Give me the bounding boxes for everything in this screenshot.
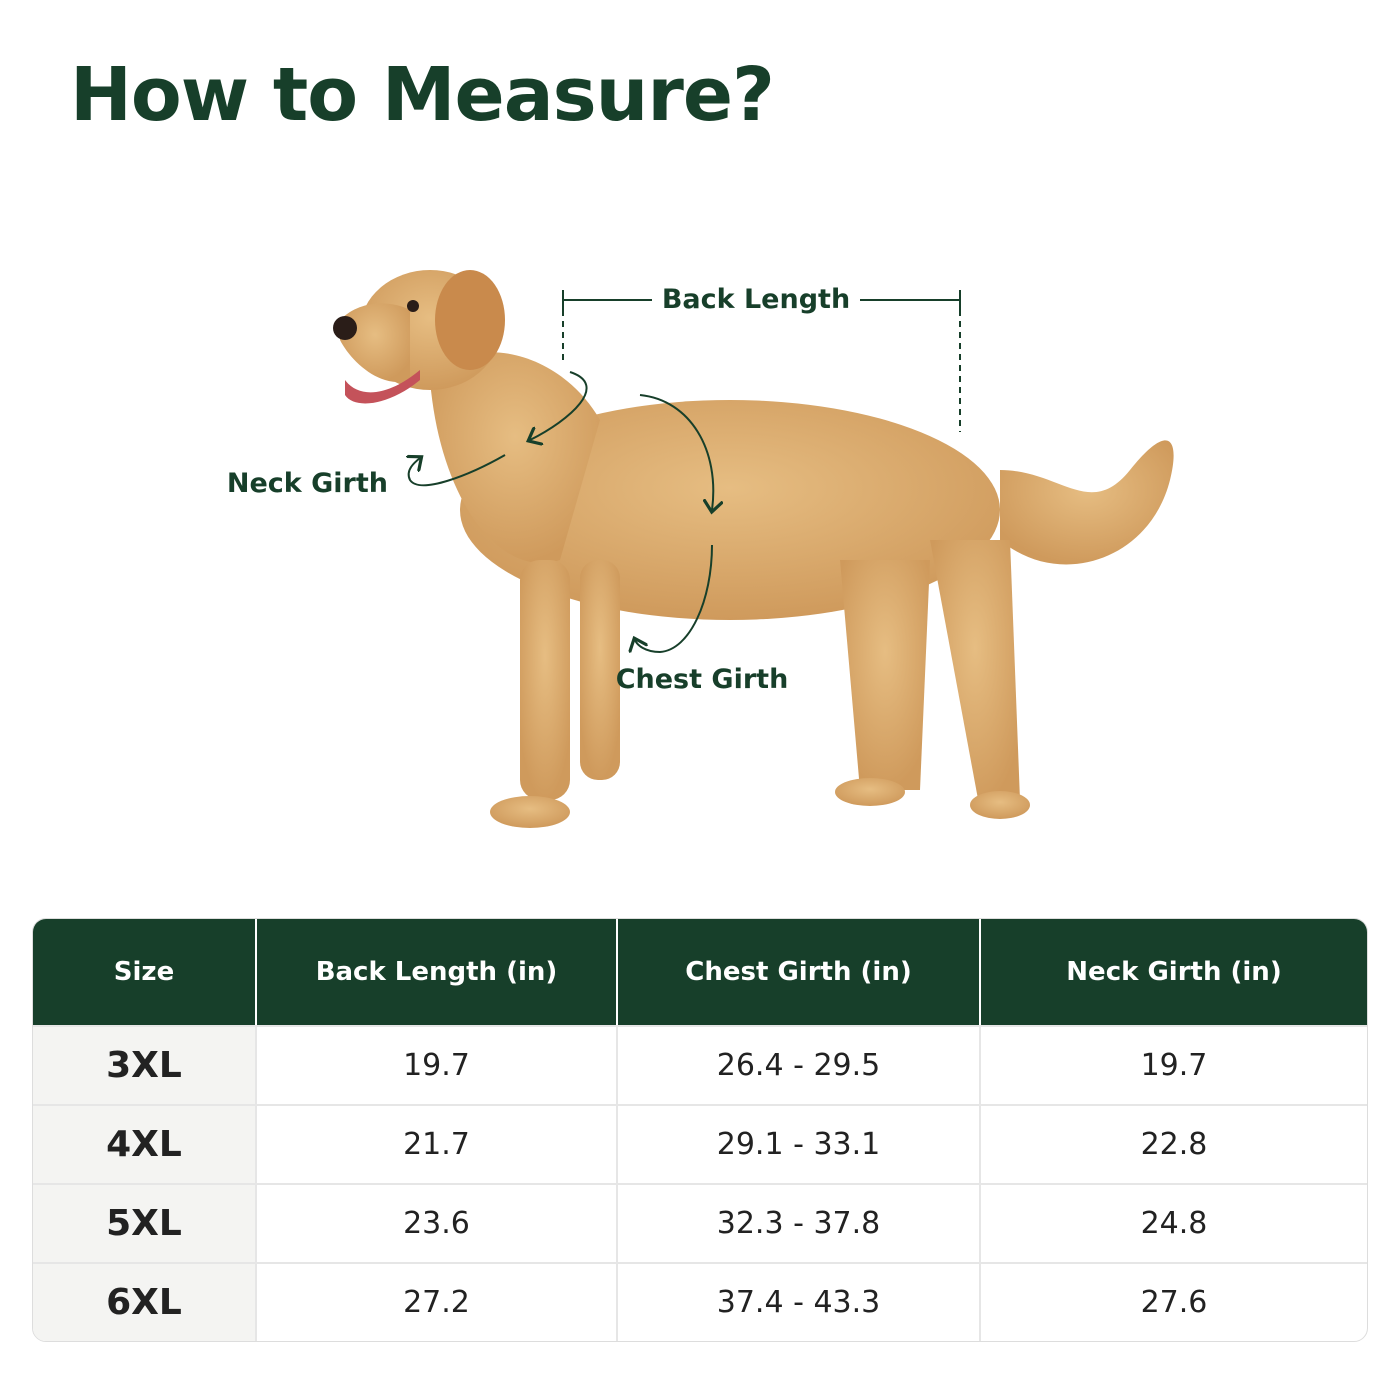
size-cell: 4XL <box>33 1104 257 1183</box>
measure-cell: 37.4 - 43.3 <box>618 1262 981 1341</box>
measure-lines <box>409 290 961 652</box>
table-row: 4XL 21.7 29.1 - 33.1 22.8 <box>33 1104 1367 1183</box>
measure-cell: 21.7 <box>257 1104 618 1183</box>
header-row: Size Back Length (in) Chest Girth (in) Neck… <box>33 919 1367 1025</box>
column-header: Back Length (in) <box>257 919 618 1025</box>
measure-cell: 27.2 <box>257 1262 618 1341</box>
measure-cell: 26.4 - 29.5 <box>618 1025 981 1104</box>
size-cell: 6XL <box>33 1262 257 1341</box>
column-header: Size <box>33 919 257 1025</box>
measure-cell: 27.6 <box>981 1262 1367 1341</box>
table-row: 5XL 23.6 32.3 - 37.8 24.8 <box>33 1183 1367 1262</box>
column-header: Neck Girth (in) <box>981 919 1367 1025</box>
back-length-label: Back Length <box>662 284 850 315</box>
dog-diagram: Back Length Neck Girth Chest Girth <box>227 270 1174 828</box>
measure-cell: 32.3 - 37.8 <box>618 1183 981 1262</box>
table-row: 3XL 19.7 26.4 - 29.5 19.7 <box>33 1025 1367 1104</box>
measure-cell: 29.1 - 33.1 <box>618 1104 981 1183</box>
measure-cell: 19.7 <box>981 1025 1367 1104</box>
measure-cell: 23.6 <box>257 1183 618 1262</box>
size-table: Size Back Length (in) Chest Girth (in) Neck… <box>32 918 1368 1342</box>
dog <box>340 270 1174 828</box>
size-cell: 5XL <box>33 1183 257 1262</box>
title: How to Measure? <box>70 52 775 138</box>
neck-girth-label: Neck Girth <box>227 468 388 499</box>
chest-girth-label: Chest Girth <box>616 664 789 695</box>
measure-cell: 24.8 <box>981 1183 1367 1262</box>
table-row: 6XL 27.2 37.4 - 43.3 27.6 <box>33 1262 1367 1341</box>
measure-cell: 22.8 <box>981 1104 1367 1183</box>
measure-cell: 19.7 <box>257 1025 618 1104</box>
size-cell: 3XL <box>33 1025 257 1104</box>
column-header: Chest Girth (in) <box>618 919 981 1025</box>
